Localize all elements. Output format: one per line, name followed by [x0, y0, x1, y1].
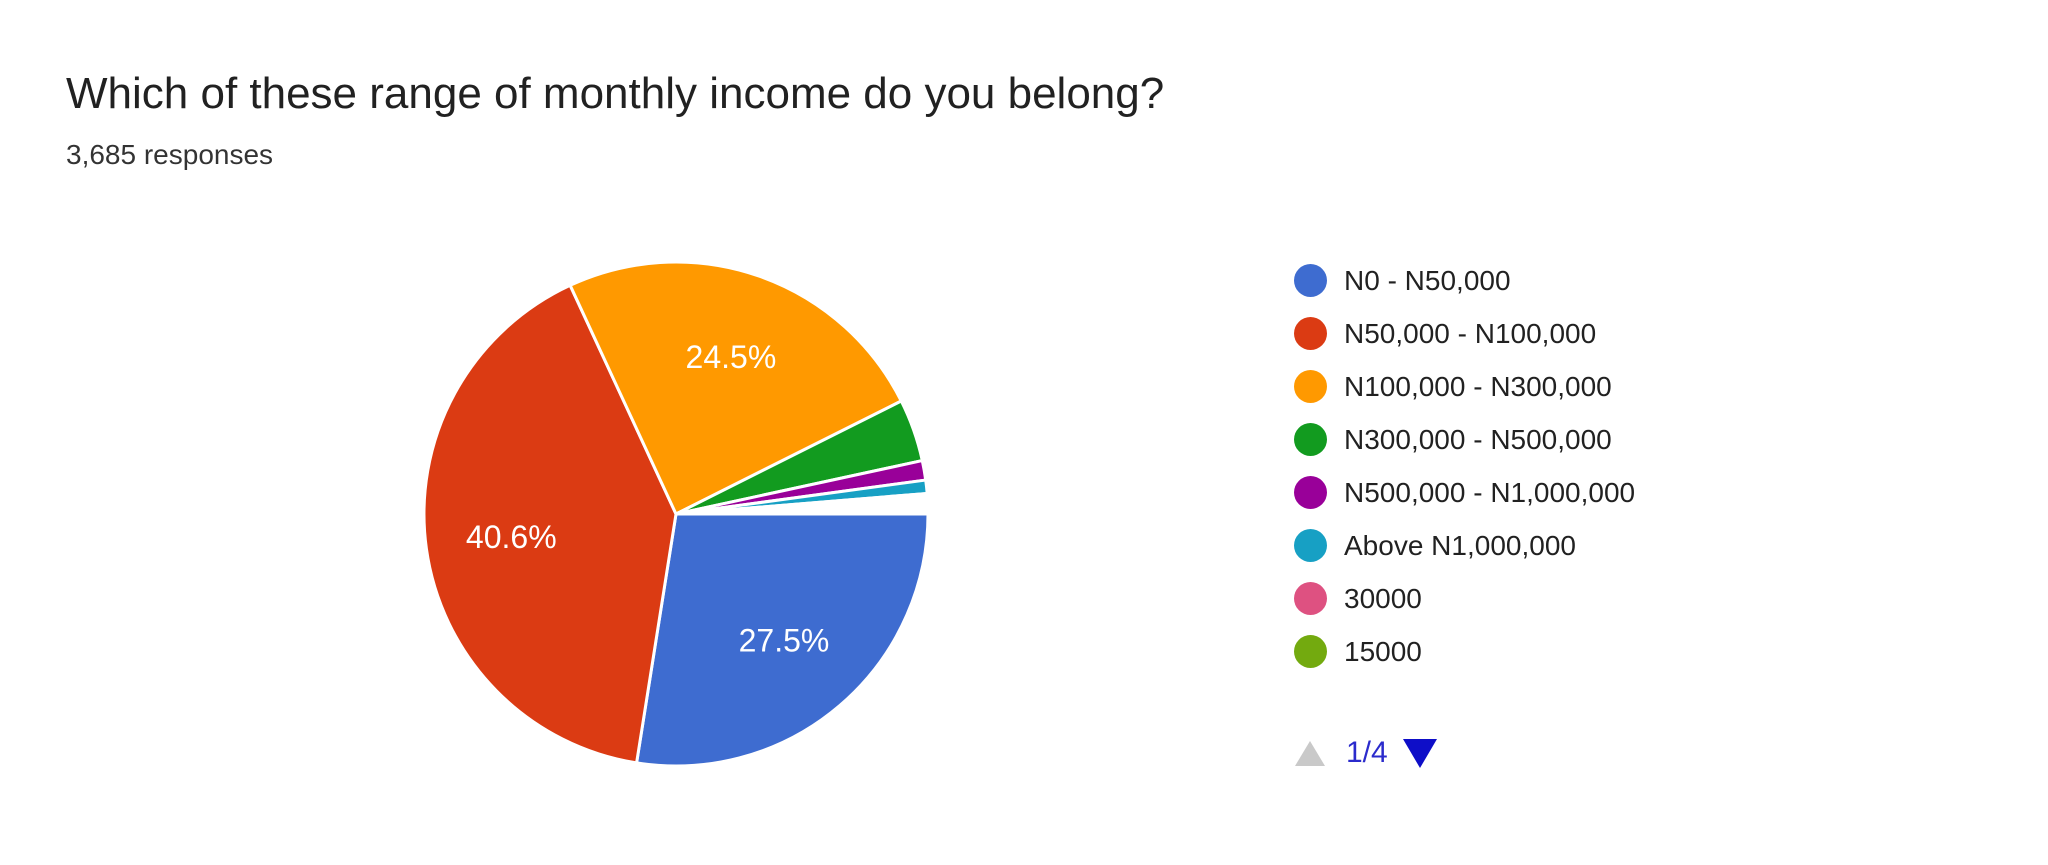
down-triangle-icon	[1402, 738, 1437, 768]
pie-slice	[422, 283, 678, 765]
legend-item: 30000	[1294, 582, 1635, 615]
legend-color-dot	[1294, 423, 1327, 456]
pie-chart-svg: 27.5% 40.6% 24.5%	[422, 260, 930, 768]
legend-color-dot	[1294, 582, 1327, 615]
pie-slice-label: 40.6%	[466, 519, 557, 555]
pie-slice-label: 27.5%	[739, 623, 830, 659]
legend-item: N100,000 - N300,000	[1294, 370, 1635, 403]
legend-item-label: Above N1,000,000	[1344, 529, 1576, 561]
legend-color-dot	[1294, 317, 1327, 350]
legend-item: 15000	[1294, 635, 1635, 668]
legend-item-label: N0 - N50,000	[1344, 264, 1511, 296]
legend-item-label: 30000	[1344, 582, 1422, 614]
pie-slice-label: 24.5%	[686, 339, 777, 375]
legend-item-label: N500,000 - N1,000,000	[1344, 476, 1636, 508]
legend: N0 - N50,000 N50,000 - N100,000 N100,000 -…	[1294, 264, 1635, 688]
legend-item: N500,000 - N1,000,000	[1294, 476, 1635, 509]
legend-prev-button[interactable]	[1294, 740, 1326, 767]
legend-color-dot	[1294, 529, 1327, 562]
legend-item: N300,000 - N500,000	[1294, 423, 1635, 456]
legend-item-label: 15000	[1344, 635, 1422, 667]
legend-color-dot	[1294, 635, 1327, 668]
legend-color-dot	[1294, 370, 1327, 403]
responses-count: 3,685 responses	[66, 139, 274, 170]
up-triangle-icon	[1295, 740, 1325, 766]
legend-page-indicator: 1/4	[1346, 736, 1388, 769]
legend-color-dot	[1294, 476, 1327, 509]
pie-slice	[674, 492, 929, 516]
legend-item: N50,000 - N100,000	[1294, 317, 1635, 350]
legend-item-label: N50,000 - N100,000	[1344, 317, 1597, 349]
legend-item: N0 - N50,000	[1294, 264, 1635, 297]
legend-next-button[interactable]	[1402, 738, 1438, 769]
legend-item: Above N1,000,000	[1294, 529, 1635, 562]
legend-item-label: N100,000 - N300,000	[1344, 370, 1612, 402]
legend-pagination: 1/4	[1294, 736, 1438, 770]
legend-color-dot	[1294, 264, 1327, 297]
pie-chart: 27.5% 40.6% 24.5%	[396, 234, 956, 794]
pie-slice	[635, 512, 930, 768]
legend-item-label: N300,000 - N500,000	[1344, 423, 1612, 455]
question-title: Which of these range of monthly income d…	[66, 69, 1165, 118]
pie-slice	[568, 260, 903, 516]
